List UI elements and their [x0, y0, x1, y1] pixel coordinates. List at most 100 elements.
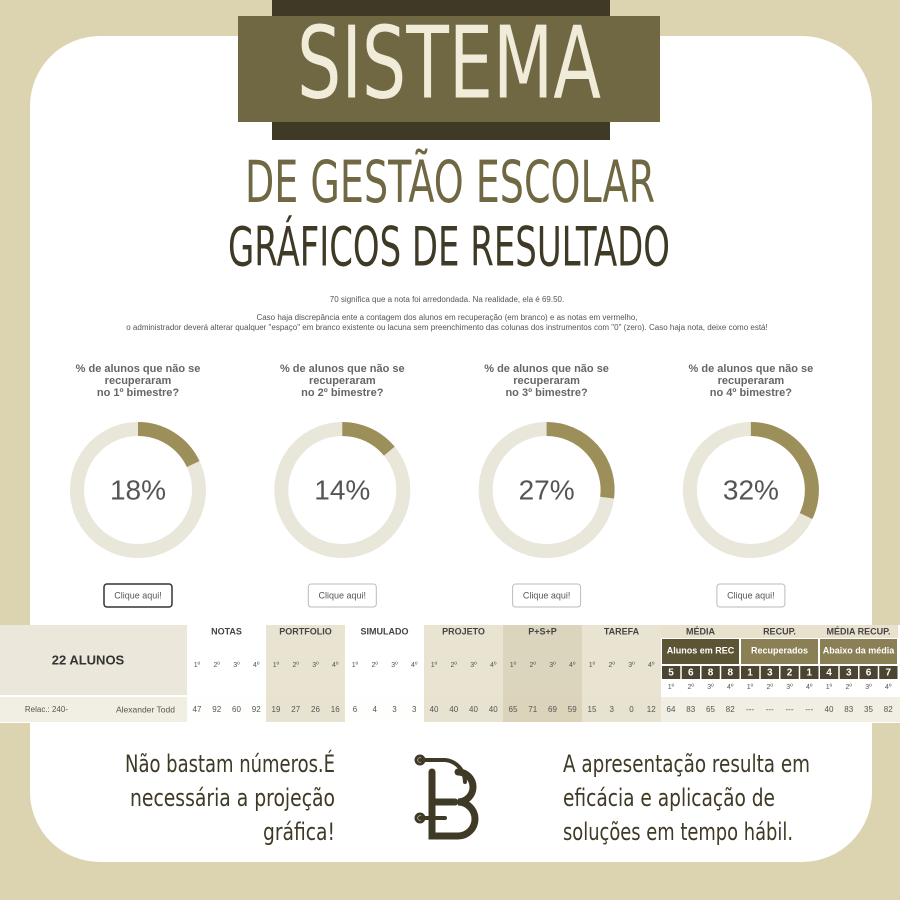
count: 4 — [826, 668, 832, 679]
cell: 4 — [373, 705, 378, 714]
term: 4º — [411, 662, 418, 669]
note: 70 significa que a nota foi arredondada.… — [330, 295, 564, 304]
group-bg — [187, 625, 266, 722]
gauge-question: % de alunos que não se — [76, 363, 201, 375]
group-header: SIMULADO — [361, 626, 409, 636]
gauge-question: recuperaram — [309, 375, 376, 387]
cell: --- — [766, 705, 774, 714]
button-label[interactable]: Clique aqui! — [319, 590, 367, 600]
button[interactable] — [103, 583, 173, 608]
button[interactable] — [307, 583, 377, 608]
gauge-question: no 2º bimestre? — [301, 387, 384, 399]
cell: 65 — [706, 705, 715, 714]
cell: 60 — [232, 705, 241, 714]
button-label[interactable]: Clique aqui! — [523, 590, 571, 600]
footer-right: A apresentação resulta em — [563, 750, 810, 778]
cell: --- — [805, 705, 813, 714]
cell: 69 — [548, 705, 557, 714]
cell: 47 — [193, 705, 202, 714]
count: 6 — [688, 668, 694, 679]
cell: 59 — [568, 705, 577, 714]
term: 4º — [885, 684, 892, 691]
button-label[interactable]: Clique aqui! — [114, 590, 162, 600]
cell: --- — [746, 705, 754, 714]
group-head-bg — [661, 625, 740, 638]
term: 1º — [510, 662, 517, 669]
footer-right: soluções em tempo hábil. — [563, 818, 793, 846]
cell: 3 — [392, 705, 397, 714]
count: 8 — [708, 668, 714, 679]
count-cell — [681, 666, 700, 679]
cell: 16 — [331, 705, 340, 714]
count: 5 — [668, 668, 674, 679]
count: 1 — [747, 668, 753, 679]
cell: 82 — [726, 705, 735, 714]
cell: 19 — [272, 705, 281, 714]
cell: 92 — [212, 705, 221, 714]
cell: 35 — [864, 705, 873, 714]
sublabel-bg — [741, 639, 818, 664]
term: 2º — [767, 684, 774, 691]
button[interactable] — [716, 583, 786, 608]
term: 3º — [786, 684, 793, 691]
term: 3º — [628, 662, 635, 669]
gauge-question: no 3º bimestre? — [505, 387, 588, 399]
term: 1º — [273, 662, 280, 669]
group-bg — [266, 625, 345, 722]
button[interactable] — [512, 583, 582, 608]
cell: 26 — [311, 705, 320, 714]
term: 3º — [865, 684, 872, 691]
note: o administrador deverá alterar qualquer … — [126, 323, 767, 332]
group-bg — [503, 625, 582, 722]
term: 2º — [372, 662, 379, 669]
title-box — [238, 16, 660, 122]
cell: 64 — [667, 705, 676, 714]
group-sublabel: Recuperados — [751, 645, 808, 655]
count: 2 — [787, 668, 793, 679]
cell: 40 — [825, 705, 834, 714]
count-cell — [721, 666, 740, 679]
count-cell — [760, 666, 779, 679]
gauge-value: 14% — [314, 474, 370, 505]
cell: 3 — [610, 705, 615, 714]
count: 8 — [727, 668, 733, 679]
gauge-question: recuperaram — [105, 375, 172, 387]
gauge-question: % de alunos que não se — [484, 363, 609, 375]
table-left — [0, 625, 187, 695]
term: 1º — [668, 684, 675, 691]
term: 4º — [253, 662, 260, 669]
row-name: Alexander Todd — [116, 704, 175, 714]
group-header: MÉDIA RECUP. — [826, 626, 890, 636]
cell: --- — [786, 705, 794, 714]
count-cell — [741, 666, 760, 679]
group-bg — [582, 625, 661, 722]
footer-left: gráfica! — [263, 818, 335, 846]
count-cell — [839, 666, 858, 679]
count-cell — [820, 666, 839, 679]
group-bg — [345, 625, 424, 722]
term: 2º — [688, 684, 695, 691]
group-sublabel: Alunos em REC — [667, 645, 735, 655]
footer-left: Não bastam números.É — [125, 749, 335, 778]
logo-circuit — [418, 758, 468, 784]
term: 2º — [214, 662, 221, 669]
cell: 40 — [449, 705, 458, 714]
group-header: RECUP. — [763, 626, 796, 636]
row-label: Relac.: 240- — [25, 705, 68, 714]
subtitle: DE GESTÃO ESCOLAR — [245, 147, 655, 216]
sublabel-bg — [662, 639, 739, 664]
cell: 83 — [686, 705, 695, 714]
count-cell — [800, 666, 819, 679]
cell: 40 — [430, 705, 439, 714]
term: 1º — [194, 662, 201, 669]
cell: 15 — [588, 705, 597, 714]
group-header: NOTAS — [211, 626, 242, 636]
gauge-question: no 1º bimestre? — [97, 387, 180, 399]
cell: 12 — [647, 705, 656, 714]
gauge-question: recuperaram — [718, 375, 785, 387]
button-label[interactable]: Clique aqui! — [727, 590, 775, 600]
cell: 92 — [252, 705, 261, 714]
group-head-bg — [819, 625, 898, 638]
cell: 3 — [412, 705, 417, 714]
term: 2º — [846, 684, 853, 691]
